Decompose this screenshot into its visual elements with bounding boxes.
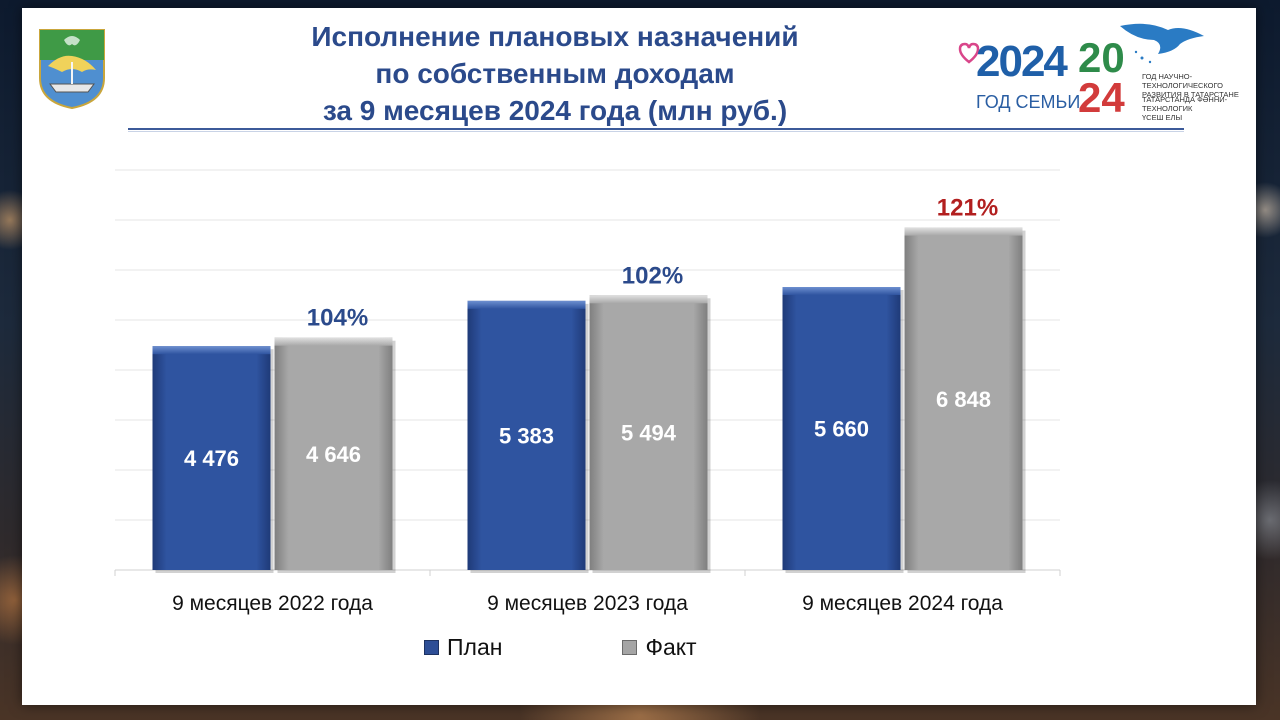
bar-value-label: 4 646 bbox=[306, 442, 361, 467]
category-label: 9 месяцев 2024 года bbox=[802, 592, 1003, 615]
logo-year-family: 2024 bbox=[976, 37, 1068, 86]
legend-item-plan: План bbox=[424, 634, 502, 661]
legend-label-fact: Факт bbox=[645, 634, 697, 660]
legend-label-plan: План bbox=[447, 634, 503, 660]
title-underline bbox=[128, 128, 1184, 130]
legend-item-fact: Факт bbox=[622, 634, 697, 661]
title-underline-shadow bbox=[128, 131, 1184, 132]
heart-icon bbox=[958, 42, 980, 64]
percent-annotation: 102% bbox=[622, 262, 683, 289]
bar-fact bbox=[904, 227, 1023, 570]
bar-bevel-plan bbox=[152, 346, 271, 355]
bar-value-label: 5 383 bbox=[499, 423, 554, 448]
legend-swatch-plan bbox=[424, 640, 439, 655]
bar-value-label: 5 494 bbox=[621, 421, 677, 446]
city-coat-of-arms-icon bbox=[39, 29, 105, 110]
bird-icon bbox=[1120, 23, 1204, 64]
bar-value-label: 4 476 bbox=[184, 446, 239, 471]
bar-plan bbox=[782, 287, 901, 570]
slide-title: Исполнение плановых назначений по собств… bbox=[311, 21, 799, 126]
logo-science-caption-ru: ГОД НАУЧНО-ТЕХНОЛОГИЧЕСКОГО РАЗВИТИЯ В Т… bbox=[1142, 72, 1239, 99]
year-logos: 2024 ГОД СЕМЬИ 20 24 ГОД НАУЧНО-ТЕХНОЛОГ… bbox=[958, 18, 1258, 126]
percent-annotation: 121% bbox=[937, 195, 998, 222]
logo-year-family-caption: ГОД СЕМЬИ bbox=[976, 92, 1081, 112]
logo-year-science: 20 24 bbox=[1078, 37, 1148, 121]
chart-legend: План Факт bbox=[424, 634, 817, 661]
bar-bevel-plan bbox=[467, 300, 586, 309]
bar-bevel-fact bbox=[904, 227, 1023, 236]
bar-bevel-plan bbox=[782, 287, 901, 295]
bar-value-label: 5 660 bbox=[814, 417, 869, 442]
bar-plan bbox=[467, 300, 586, 570]
bar-plan bbox=[152, 346, 271, 570]
bar-fact bbox=[274, 337, 393, 570]
bar-bevel-fact bbox=[589, 295, 708, 304]
bar-value-label: 6 848 bbox=[936, 387, 991, 412]
bar-bevel-fact bbox=[274, 337, 393, 346]
logo-year-science-top: 20 bbox=[1078, 34, 1125, 81]
logo-science-caption-tt: ТАТАРСТАНДА ФӘННИ-ТЕХНОЛОГИК ҮСЕШ ЕЛЫ bbox=[1142, 95, 1228, 122]
bar-fact bbox=[589, 295, 708, 570]
logo-year-science-bottom: 24 bbox=[1078, 74, 1125, 121]
legend-swatch-fact bbox=[622, 640, 638, 655]
percent-annotation: 104% bbox=[307, 305, 368, 332]
category-label: 9 месяцев 2022 года bbox=[172, 592, 373, 615]
category-label: 9 месяцев 2023 года bbox=[487, 592, 688, 615]
